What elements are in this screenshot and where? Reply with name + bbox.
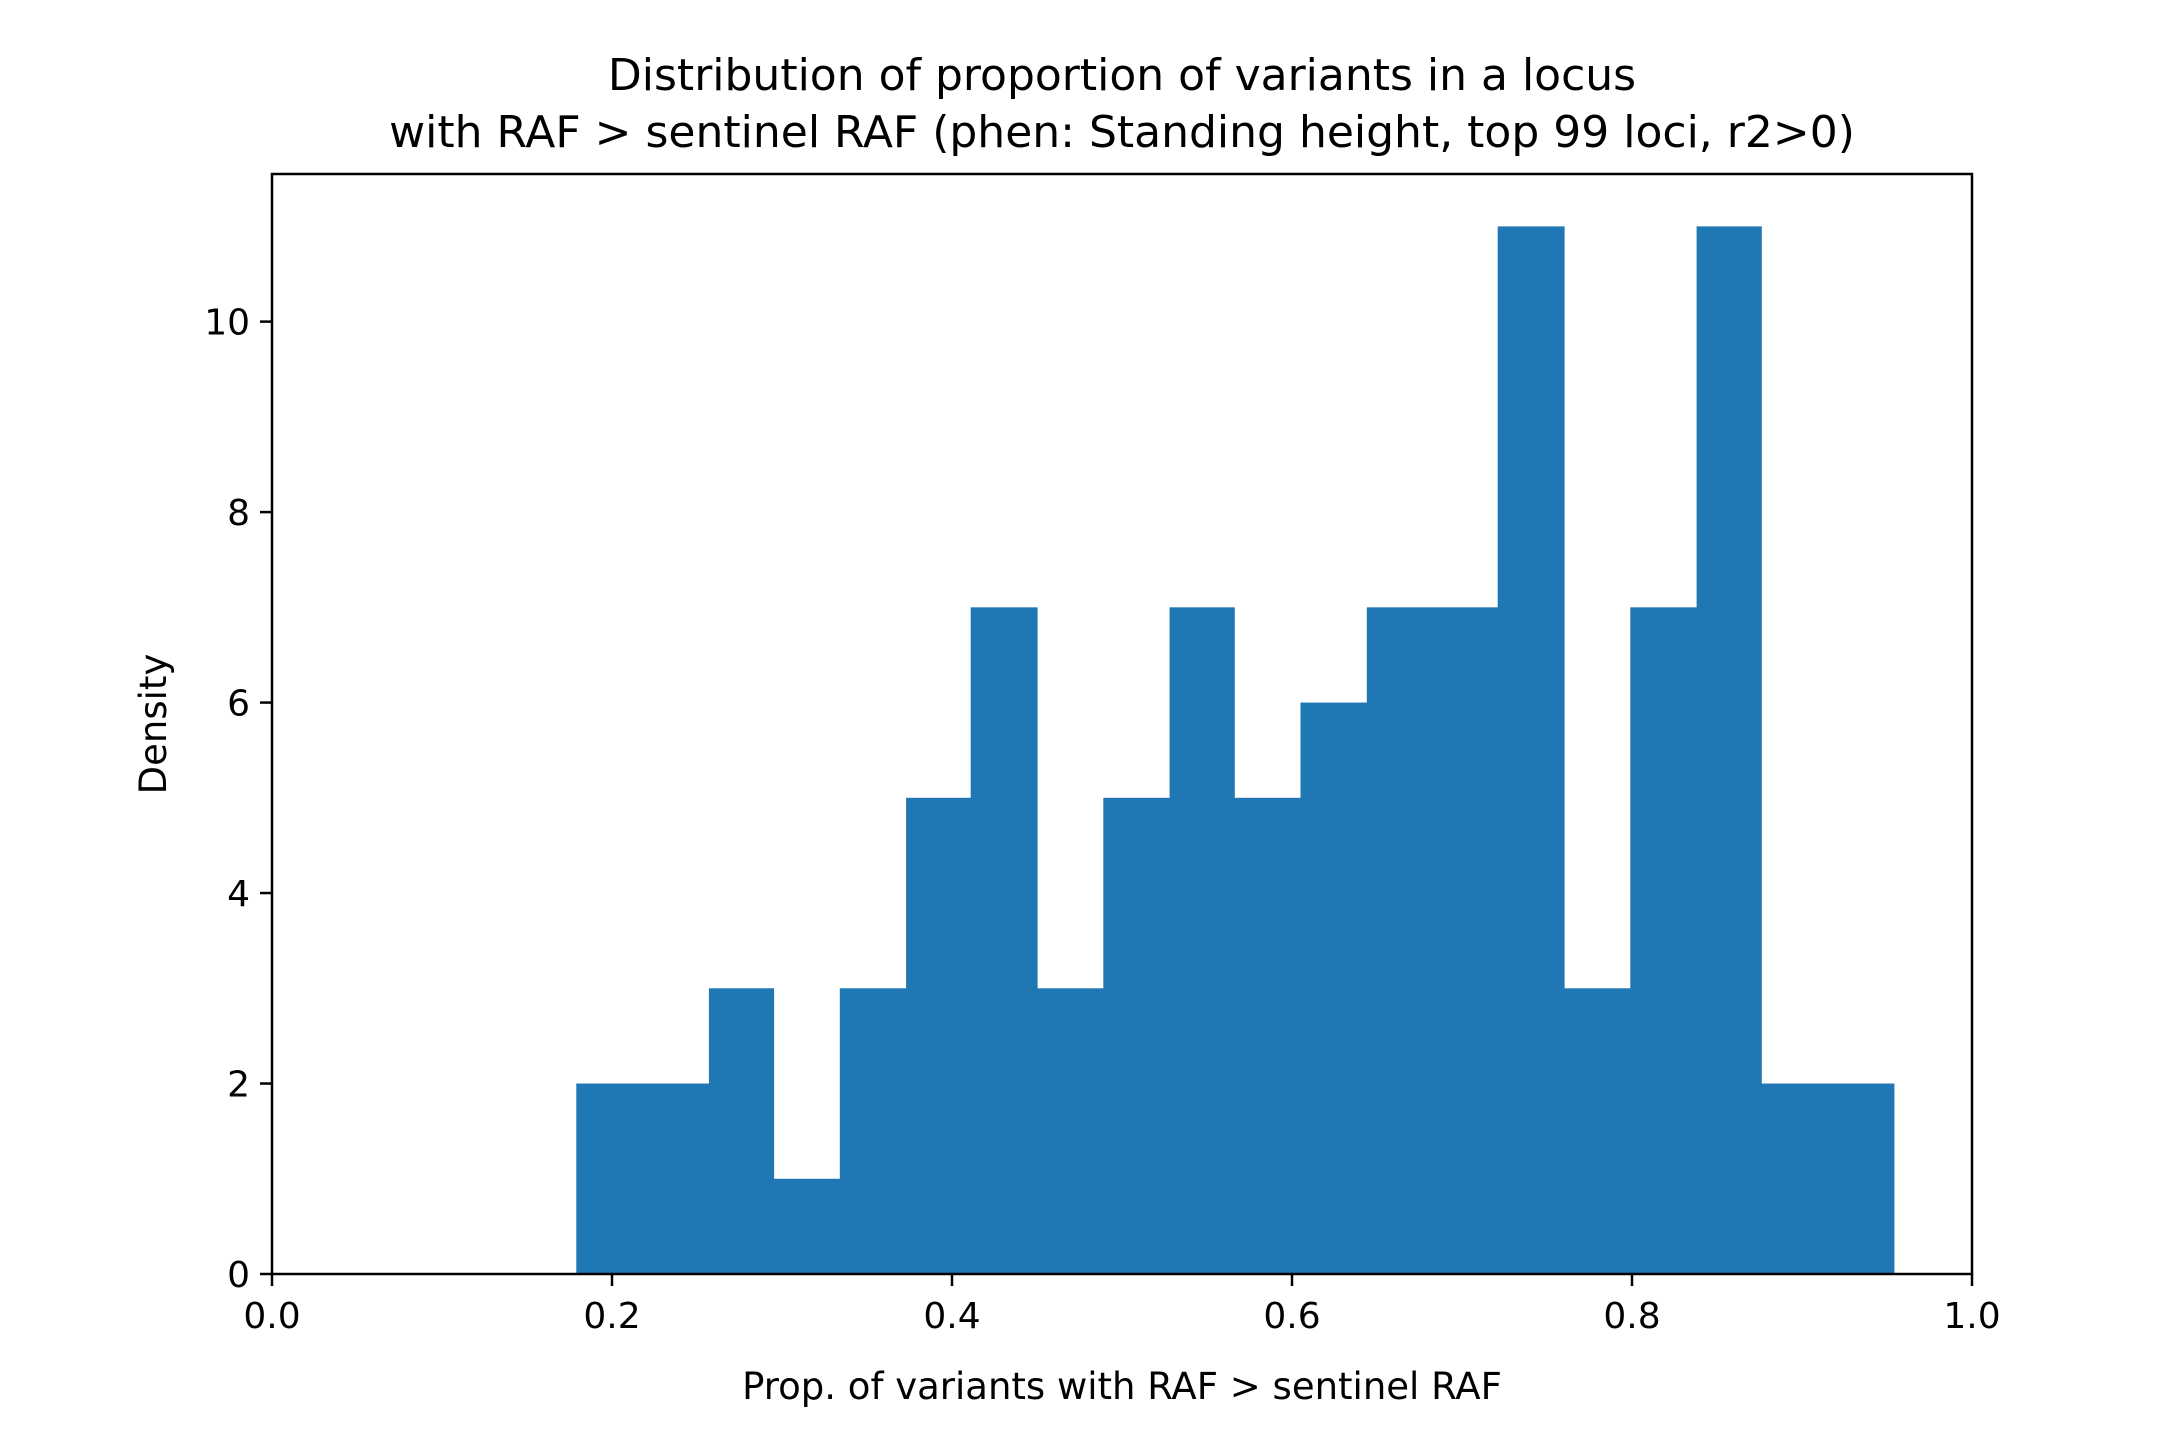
histogram-bar-2 <box>642 1083 710 1274</box>
histogram-bar-10 <box>1169 607 1235 1274</box>
histogram-bar-5 <box>839 988 907 1274</box>
x-tick-label-5: 1.0 <box>1943 1296 2000 1337</box>
x-axis-label: Prop. of variants with RAF > sentinel RA… <box>742 1365 1502 1408</box>
x-tick-label-3: 0.6 <box>1263 1296 1320 1337</box>
histogram-bar-19 <box>1761 1083 1829 1274</box>
histogram-bar-16 <box>1564 988 1631 1274</box>
x-tick-label-1: 0.2 <box>583 1296 640 1337</box>
histogram-bar-18 <box>1696 226 1762 1274</box>
x-tick-label-0: 0.0 <box>243 1296 300 1337</box>
y-tick-label-4: 8 <box>227 493 250 534</box>
histogram-bar-4 <box>773 1178 841 1274</box>
histogram-bar-17 <box>1630 607 1698 1274</box>
y-tick-label-2: 4 <box>227 874 250 915</box>
y-axis-ticks: 0 2 4 6 8 10 <box>204 303 272 1296</box>
y-axis-label: Density <box>132 654 175 795</box>
histogram-bar-3 <box>708 988 775 1274</box>
x-tick-label-2: 0.4 <box>923 1296 980 1337</box>
histogram-bar-8 <box>1037 988 1104 1274</box>
histogram-bar-1 <box>576 1083 644 1274</box>
y-tick-label-1: 2 <box>227 1065 250 1106</box>
histogram-bar-6 <box>906 797 972 1274</box>
histogram-bar-12 <box>1300 702 1368 1274</box>
histogram-bar-11 <box>1234 797 1302 1274</box>
y-tick-label-3: 6 <box>227 684 250 725</box>
histogram-bar-14 <box>1433 607 1499 1274</box>
histogram-bar-9 <box>1103 797 1171 1274</box>
bars-group <box>576 226 1895 1274</box>
chart-title: Distribution of proportion of variants i… <box>608 50 1636 101</box>
x-axis-ticks: 0.0 0.2 0.4 0.6 0.8 1.0 <box>243 1274 2001 1337</box>
y-tick-label-0: 0 <box>227 1255 250 1296</box>
y-tick-label-5: 10 <box>204 303 250 344</box>
histogram-bar-20 <box>1827 1083 1895 1274</box>
plot-frame <box>270 172 1974 1276</box>
chart-subtitle: with RAF > sentinel RAF (phen: Standing … <box>389 107 1855 158</box>
histogram-bar-7 <box>970 607 1038 1274</box>
histogram-bar-13 <box>1366 607 1434 1274</box>
histogram-bar-15 <box>1497 226 1565 1274</box>
x-tick-label-4: 0.8 <box>1603 1296 1660 1337</box>
